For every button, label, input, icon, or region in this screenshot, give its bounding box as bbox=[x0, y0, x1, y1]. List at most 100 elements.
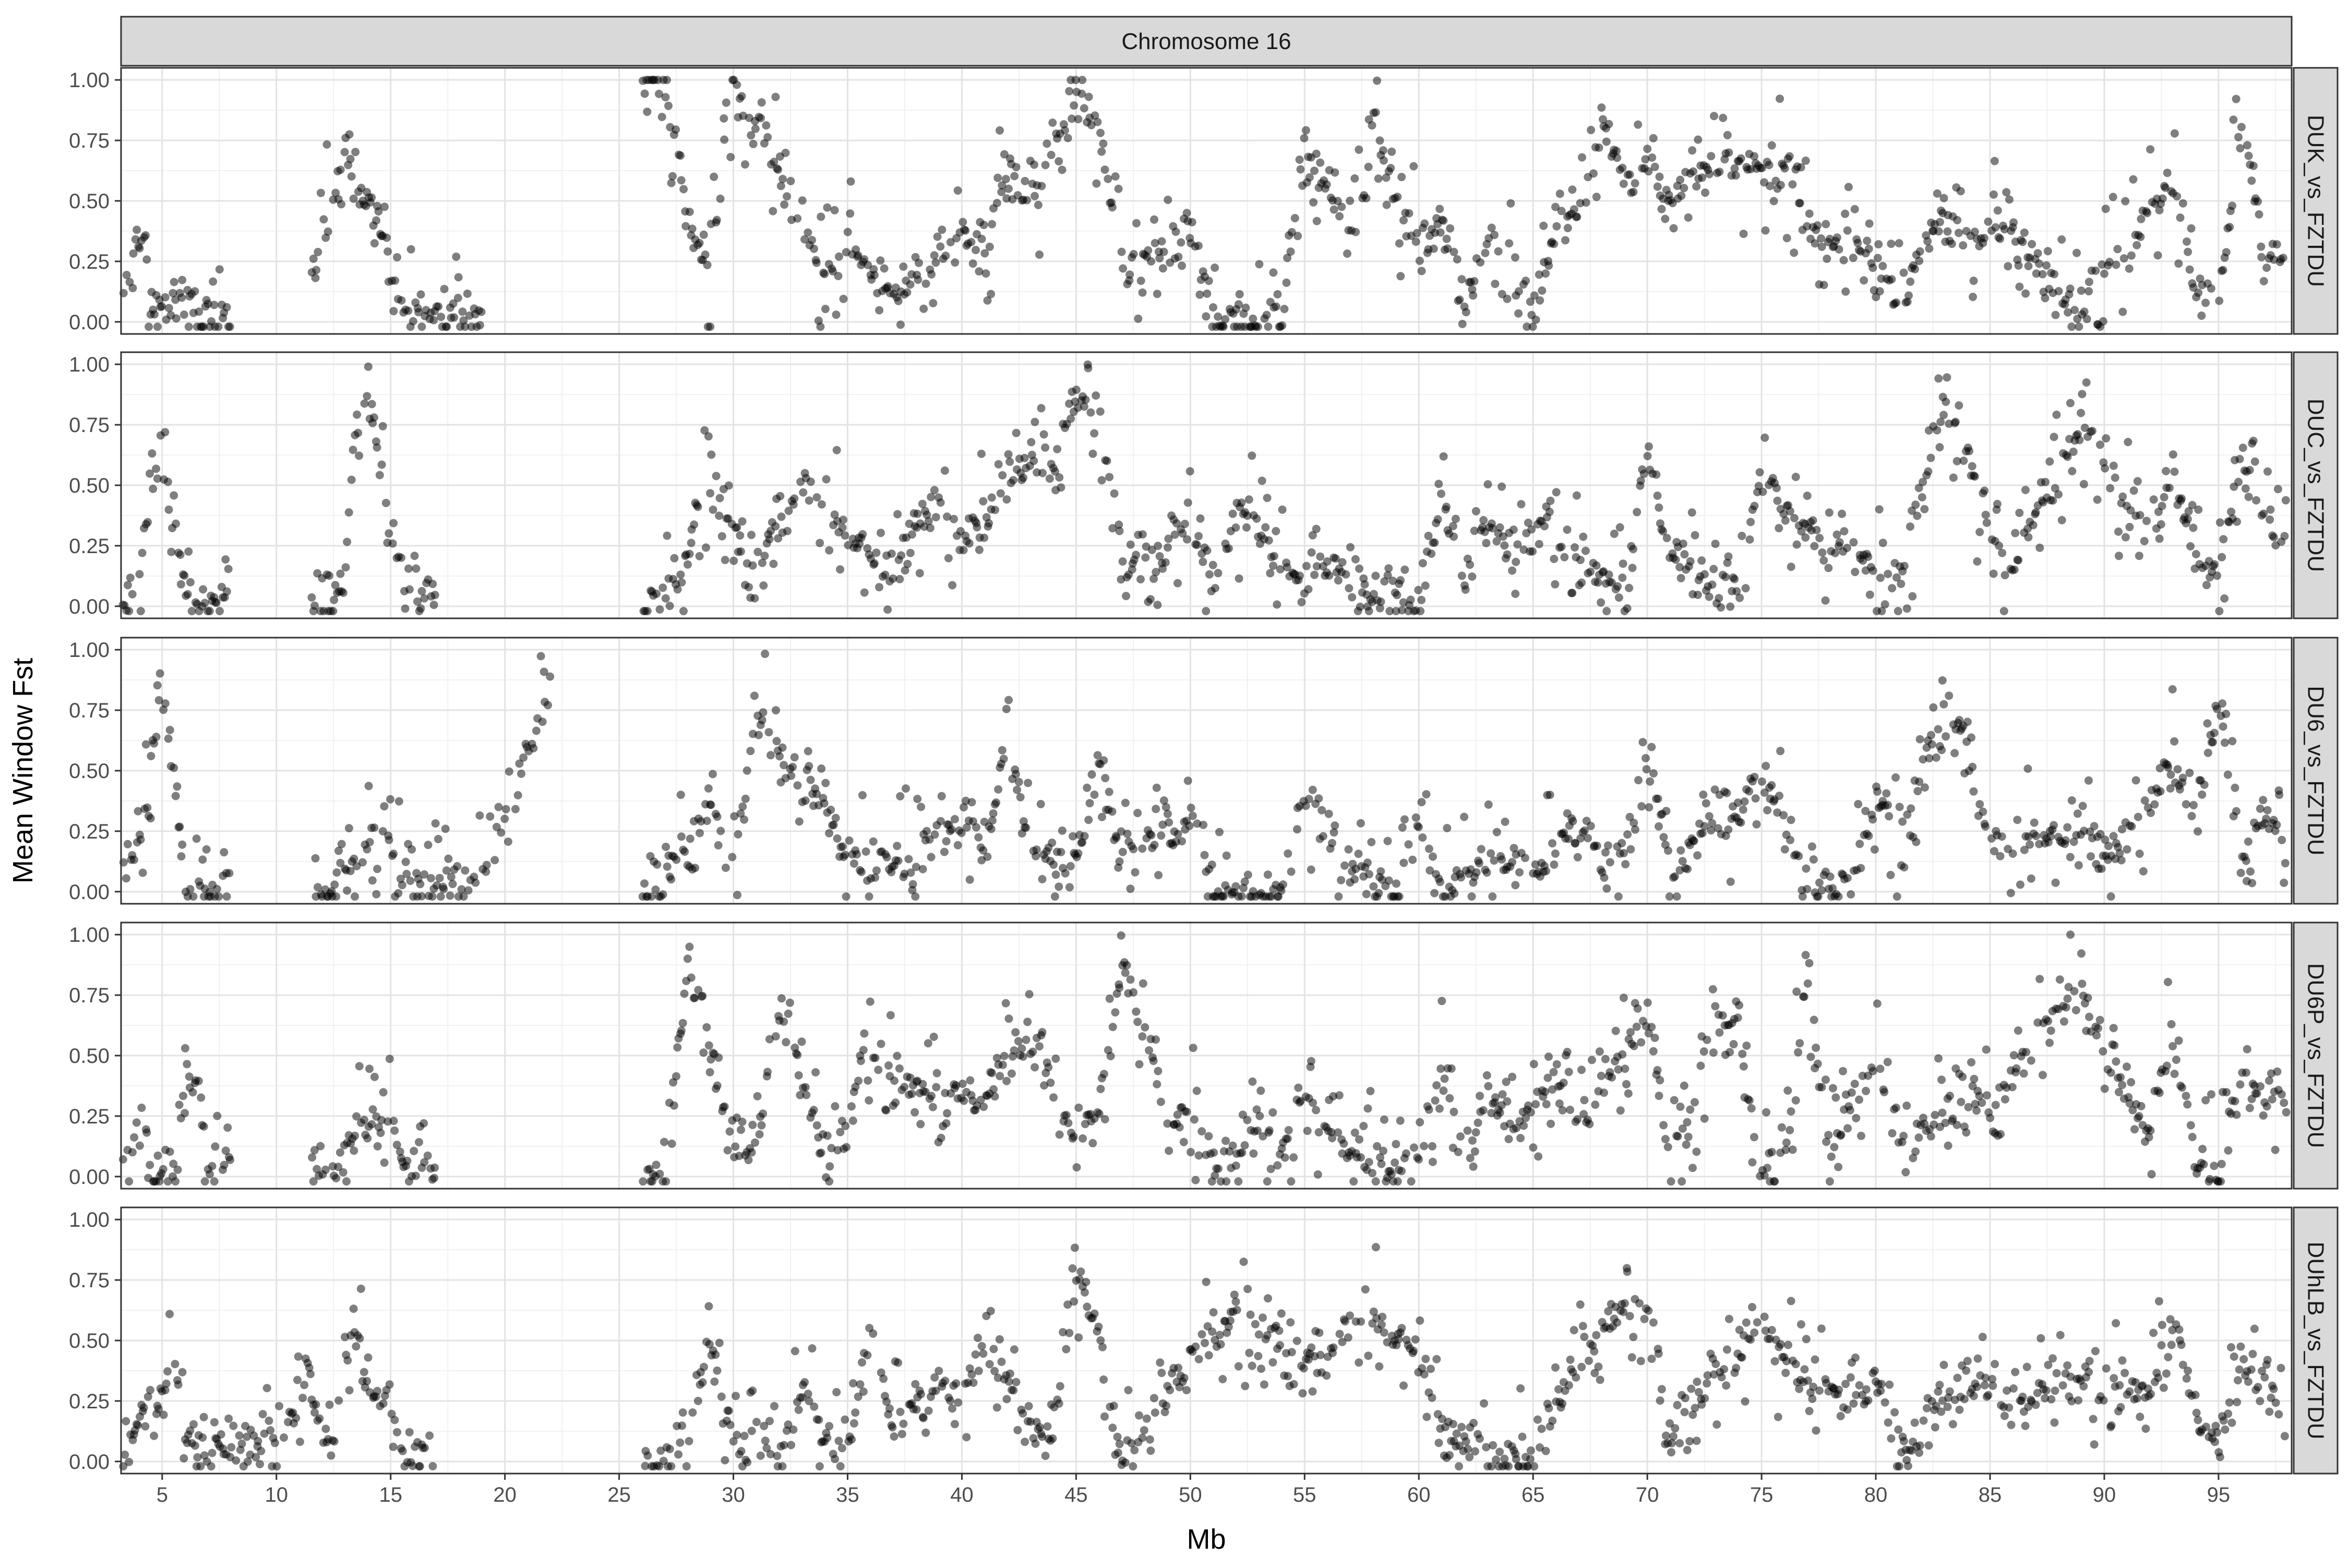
data-point bbox=[2112, 261, 2121, 269]
data-point bbox=[1331, 169, 1339, 177]
data-point bbox=[802, 1091, 810, 1099]
data-point bbox=[1457, 275, 1466, 283]
data-point bbox=[1241, 304, 1250, 312]
data-point bbox=[1287, 1177, 1295, 1186]
data-point bbox=[1278, 506, 1287, 514]
data-point bbox=[850, 859, 858, 868]
data-point bbox=[314, 248, 322, 256]
data-point bbox=[2075, 861, 2083, 869]
data-point bbox=[238, 1440, 246, 1448]
data-point bbox=[1273, 601, 1281, 609]
data-point bbox=[2188, 1133, 2197, 1141]
data-point bbox=[1121, 1458, 1130, 1467]
data-point bbox=[1745, 787, 1753, 796]
data-point bbox=[1727, 878, 1735, 886]
data-point bbox=[900, 1083, 908, 1091]
data-point bbox=[740, 816, 748, 824]
data-point bbox=[895, 575, 904, 583]
data-point bbox=[1568, 589, 1576, 597]
data-point bbox=[1920, 505, 1928, 513]
data-point bbox=[736, 531, 744, 540]
data-point bbox=[1819, 556, 1828, 565]
data-point bbox=[159, 1165, 167, 1174]
data-point bbox=[908, 530, 916, 538]
data-point bbox=[988, 817, 997, 825]
data-point bbox=[677, 1026, 686, 1035]
data-point bbox=[944, 554, 953, 562]
data-point bbox=[1939, 700, 1948, 709]
data-point bbox=[858, 791, 867, 799]
data-point bbox=[1586, 568, 1595, 576]
data-point bbox=[379, 1399, 388, 1408]
data-point bbox=[2008, 1083, 2017, 1091]
data-point bbox=[1946, 1092, 1954, 1100]
data-point bbox=[954, 186, 962, 195]
data-point bbox=[773, 737, 781, 745]
data-point bbox=[2082, 378, 2091, 387]
data-point bbox=[161, 293, 170, 302]
data-point bbox=[817, 1148, 825, 1157]
data-point bbox=[1258, 476, 1266, 485]
data-point bbox=[1542, 867, 1550, 875]
data-point bbox=[367, 194, 376, 202]
data-point bbox=[1195, 291, 1204, 299]
data-point bbox=[2185, 769, 2194, 777]
data-point bbox=[330, 880, 339, 889]
data-point bbox=[2077, 949, 2086, 957]
data-point bbox=[1362, 890, 1371, 899]
data-point bbox=[319, 215, 328, 223]
data-point bbox=[444, 855, 452, 863]
data-point bbox=[2256, 1082, 2265, 1091]
data-point bbox=[1415, 823, 1423, 831]
data-point bbox=[1247, 1311, 1255, 1319]
data-point bbox=[1838, 510, 1846, 518]
data-point bbox=[786, 177, 795, 185]
data-point bbox=[851, 1408, 859, 1417]
data-point bbox=[1795, 1039, 1804, 1047]
data-point bbox=[1934, 725, 1943, 734]
data-point bbox=[931, 831, 939, 839]
data-point bbox=[390, 1127, 399, 1135]
data-point bbox=[1707, 152, 1715, 160]
data-point bbox=[235, 1431, 244, 1440]
data-point bbox=[1205, 1351, 1213, 1359]
data-point bbox=[126, 573, 135, 582]
data-point bbox=[1579, 1322, 1587, 1330]
data-point bbox=[1202, 607, 1210, 615]
data-point bbox=[1686, 557, 1695, 566]
data-point bbox=[1156, 1358, 1164, 1367]
data-point bbox=[738, 803, 747, 811]
data-point bbox=[1002, 1077, 1011, 1085]
data-point bbox=[1815, 879, 1824, 887]
data-point bbox=[1044, 1063, 1052, 1072]
data-point bbox=[1902, 1102, 1911, 1110]
data-point bbox=[199, 585, 207, 594]
data-point bbox=[1846, 1106, 1854, 1115]
data-point bbox=[1150, 1394, 1158, 1402]
data-point bbox=[841, 851, 849, 859]
data-point bbox=[2210, 1162, 2218, 1170]
data-point bbox=[1235, 574, 1243, 583]
data-point bbox=[1550, 240, 1558, 248]
data-point bbox=[993, 174, 1002, 182]
data-point bbox=[831, 1102, 839, 1110]
data-point bbox=[845, 836, 854, 845]
data-point bbox=[544, 701, 552, 709]
data-point bbox=[1614, 892, 1623, 901]
data-point bbox=[1776, 94, 1784, 103]
data-point bbox=[200, 1413, 208, 1421]
data-point bbox=[1285, 1126, 1293, 1134]
data-point bbox=[1309, 786, 1317, 794]
data-point bbox=[1957, 1098, 1965, 1106]
data-point bbox=[441, 824, 450, 833]
data-point bbox=[1263, 1177, 1272, 1186]
data-point bbox=[833, 834, 842, 843]
data-point bbox=[1157, 1369, 1166, 1377]
data-point bbox=[677, 832, 686, 841]
data-point bbox=[2262, 264, 2271, 272]
data-point bbox=[2143, 209, 2151, 217]
data-point bbox=[877, 1040, 885, 1048]
data-point bbox=[368, 876, 377, 884]
data-point bbox=[704, 784, 713, 793]
data-point bbox=[816, 1462, 824, 1470]
